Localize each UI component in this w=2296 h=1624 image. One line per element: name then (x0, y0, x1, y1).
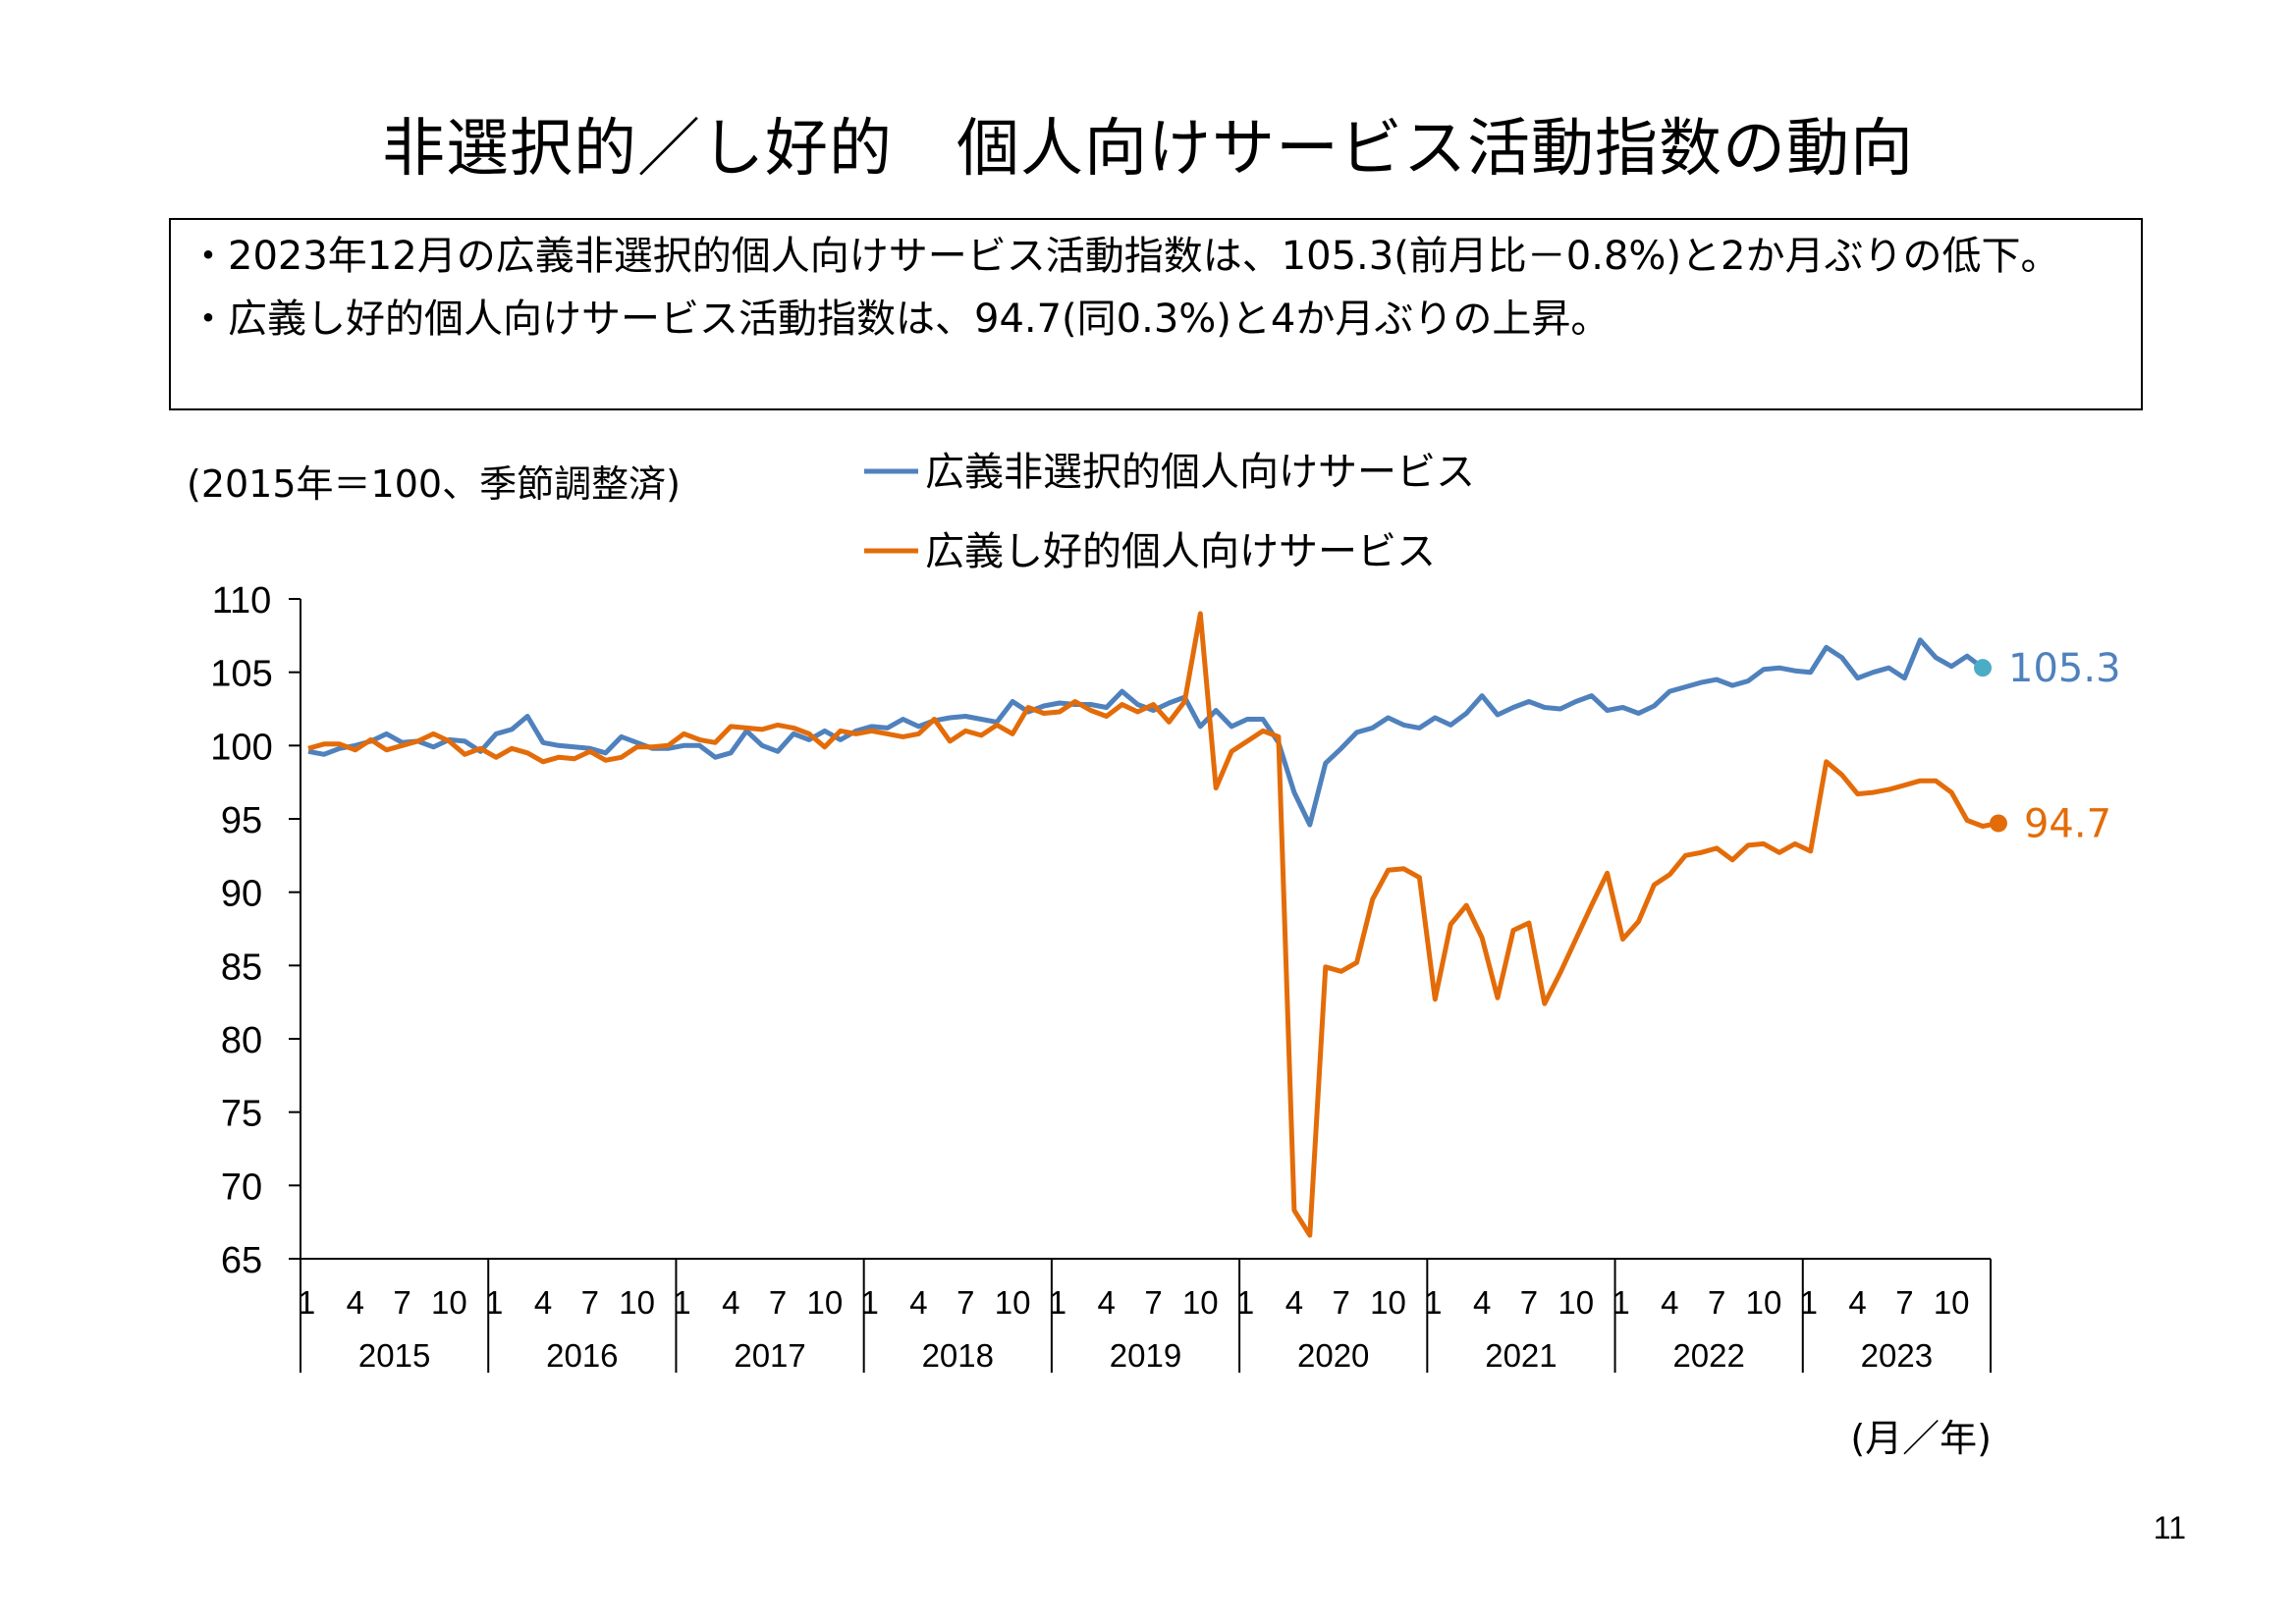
x-year-label: 2020 (1297, 1337, 1369, 1374)
series-end-marker (1974, 659, 1993, 677)
x-month-tick-label: 7 (581, 1284, 599, 1321)
chart-legend: 広義非選択的個人向けサービス 広義し好的個人向けサービス (864, 450, 1475, 574)
x-year-label: 2022 (1672, 1337, 1744, 1374)
page-number: 11 (2153, 1510, 2186, 1545)
x-month-tick-label: 7 (393, 1284, 410, 1321)
x-month-tick-label: 7 (1708, 1284, 1725, 1321)
x-axis-label: (月／年) (1850, 1417, 1992, 1460)
series-end-value-label: 94.7 (2024, 801, 2111, 846)
x-month-tick-label: 1 (298, 1284, 315, 1321)
x-month-tick-label: 1 (860, 1284, 878, 1321)
summary-box: ・2023年12月の広義非選択的個人向けサービス活動指数は、105.3(前月比－… (169, 218, 2143, 410)
series-line-preference (307, 611, 1999, 1238)
x-month-tick-label: 4 (1285, 1284, 1303, 1321)
x-month-tick-label: 1 (1049, 1284, 1066, 1321)
x-month-tick-label: 4 (1098, 1284, 1116, 1321)
series-end-value-label: 105.3 (2008, 646, 2121, 691)
y-tick-label: 80 (221, 1020, 262, 1061)
x-month-tick-label: 7 (957, 1284, 974, 1321)
y-tick-label: 105 (210, 654, 272, 695)
y-tick-label: 100 (210, 727, 272, 768)
x-month-tick-label: 7 (1520, 1284, 1538, 1321)
x-month-tick-label: 4 (722, 1284, 739, 1321)
x-month-tick-label: 1 (1424, 1284, 1442, 1321)
x-month-tick-label: 10 (807, 1284, 844, 1321)
summary-bullet-preference: ・広義し好的個人向けサービス活動指数は、94.7(同0.3%)と4か月ぶりの上昇… (189, 297, 1611, 342)
x-month-tick-label: 10 (1558, 1284, 1594, 1321)
x-month-tick-label: 10 (619, 1284, 655, 1321)
x-month-tick-label: 10 (995, 1284, 1031, 1321)
x-month-tick-label: 1 (1612, 1284, 1629, 1321)
x-year-label: 2018 (922, 1337, 994, 1374)
x-year-label: 2016 (546, 1337, 618, 1374)
y-tick-label: 110 (212, 580, 272, 622)
series-end-marker (1989, 814, 2007, 833)
x-year-label: 2019 (1110, 1337, 1181, 1374)
x-month-tick-label: 4 (347, 1284, 364, 1321)
x-year-label: 2015 (358, 1337, 430, 1374)
x-month-tick-label: 10 (431, 1284, 467, 1321)
y-tick-label: 85 (221, 947, 262, 988)
y-tick-label: 70 (221, 1166, 262, 1208)
x-month-tick-label: 10 (1182, 1284, 1219, 1321)
y-tick-label: 95 (221, 800, 262, 841)
x-month-tick-label: 1 (1236, 1284, 1254, 1321)
slide-title: 非選択的／し好的 個人向けサービス活動指数の動向 (382, 113, 1914, 186)
x-month-tick-label: 1 (1800, 1284, 1818, 1321)
x-month-tick-label: 7 (1333, 1284, 1350, 1321)
x-year-label: 2017 (734, 1337, 805, 1374)
y-tick-label: 90 (221, 874, 262, 915)
chart-unit-note: (2015年＝100、季節調整済) (187, 462, 681, 506)
x-month-tick-label: 10 (1934, 1284, 1970, 1321)
legend-label-nonselective: 広義非選択的個人向けサービス (925, 450, 1475, 495)
x-month-tick-label: 7 (1895, 1284, 1913, 1321)
x-month-tick-label: 1 (485, 1284, 503, 1321)
x-year-label: 2023 (1861, 1337, 1933, 1374)
summary-bullet-nonselective: ・2023年12月の広義非選択的個人向けサービス活動指数は、105.3(前月比－… (189, 234, 2060, 279)
x-month-tick-label: 4 (1473, 1284, 1491, 1321)
x-month-tick-label: 1 (673, 1284, 690, 1321)
x-year-label: 2021 (1485, 1337, 1557, 1374)
x-month-tick-label: 4 (1848, 1284, 1866, 1321)
y-tick-label: 65 (221, 1240, 262, 1281)
series-line-nonselective (307, 637, 1985, 828)
x-month-tick-label: 10 (1746, 1284, 1782, 1321)
x-month-tick-label: 7 (1144, 1284, 1162, 1321)
x-month-tick-label: 4 (909, 1284, 927, 1321)
x-month-tick-label: 7 (769, 1284, 787, 1321)
y-tick-label: 75 (221, 1094, 262, 1135)
legend-label-preference: 広義し好的個人向けサービス (925, 529, 1436, 574)
x-month-tick-label: 4 (534, 1284, 552, 1321)
x-month-tick-label: 4 (1661, 1284, 1678, 1321)
x-month-tick-label: 10 (1370, 1284, 1406, 1321)
